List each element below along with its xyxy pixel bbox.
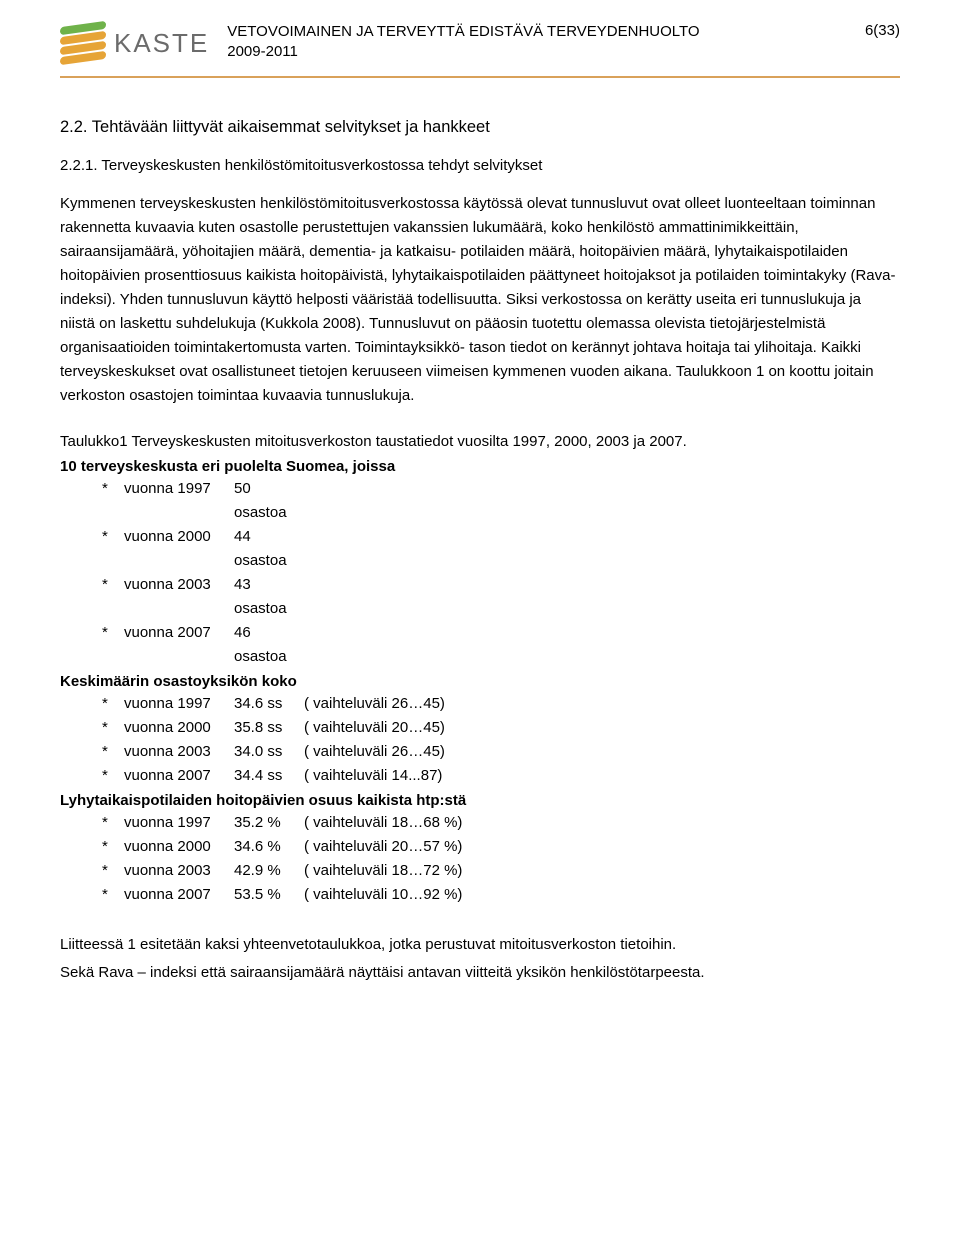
list-year: vuonna 2000 [124, 835, 234, 859]
list-year: vuonna 2000 [124, 716, 234, 740]
list-year: vuonna 1997 [124, 692, 234, 716]
list-value: 34.0 ss [234, 740, 304, 764]
list-year: vuonna 1997 [124, 477, 234, 525]
list-year: vuonna 2003 [124, 573, 234, 621]
list-extra: ( vaihteluväli 18…68 %) [304, 811, 900, 835]
list-value: 34.6 % [234, 835, 304, 859]
list-extra: ( vaihteluväli 20…45) [304, 716, 900, 740]
list-bullet: * [102, 692, 124, 716]
header-divider [60, 76, 900, 78]
list-year: vuonna 2007 [124, 883, 234, 907]
list-item: *vuonna 200734.4 ss( vaihteluväli 14...8… [102, 764, 900, 788]
list-bullet: * [102, 740, 124, 764]
logo-text: KASTE [114, 28, 209, 59]
list-value: 46 osastoa [234, 621, 304, 669]
list-value: 34.4 ss [234, 764, 304, 788]
list-year: vuonna 2007 [124, 764, 234, 788]
page-number: 6(33) [865, 20, 900, 39]
data-groups: 10 terveyskeskusta eri puolelta Suomea, … [60, 458, 900, 907]
list-bullet: * [102, 573, 124, 621]
list-item: *vuonna 199735.2 %( vaihteluväli 18…68 %… [102, 811, 900, 835]
list-value: 35.8 ss [234, 716, 304, 740]
footer-line-2: Sekä Rava – indeksi että sairaansijamäär… [60, 961, 900, 985]
list-extra: ( vaihteluväli 18…72 %) [304, 859, 900, 883]
group-heading: 10 terveyskeskusta eri puolelta Suomea, … [60, 458, 900, 475]
list-value: 42.9 % [234, 859, 304, 883]
header-title: VETOVOIMAINEN JA TERVEYTTÄ EDISTÄVÄ TERV… [227, 20, 865, 63]
list-item: *vuonna 199750 osastoa [102, 477, 900, 525]
list-value: 44 osastoa [234, 525, 304, 573]
header-title-line2: 2009-2011 [227, 42, 865, 62]
list-year: vuonna 2007 [124, 621, 234, 669]
list-bullet: * [102, 525, 124, 573]
body-paragraph-1: Kymmenen terveyskeskusten henkilöstömito… [60, 192, 900, 408]
list-item: *vuonna 200753.5 %( vaihteluväli 10…92 %… [102, 883, 900, 907]
list-extra: ( vaihteluväli 26…45) [304, 740, 900, 764]
list-extra: ( vaihteluväli 14...87) [304, 764, 900, 788]
list-bullet: * [102, 621, 124, 669]
list-value: 43 osastoa [234, 573, 304, 621]
subsection-heading: 2.2.1. Terveyskeskusten henkilöstömitoit… [60, 157, 900, 174]
list-bullet: * [102, 811, 124, 835]
list-year: vuonna 2003 [124, 859, 234, 883]
list-extra: ( vaihteluväli 10…92 %) [304, 883, 900, 907]
page-header: KASTE VETOVOIMAINEN JA TERVEYTTÄ EDISTÄV… [60, 20, 900, 66]
list-item: *vuonna 200342.9 %( vaihteluväli 18…72 %… [102, 859, 900, 883]
list-item: *vuonna 200746 osastoa [102, 621, 900, 669]
table-caption: Taulukko1 Terveyskeskusten mitoitusverko… [60, 430, 900, 454]
header-title-line1: VETOVOIMAINEN JA TERVEYTTÄ EDISTÄVÄ TERV… [227, 22, 865, 42]
list-value: 35.2 % [234, 811, 304, 835]
list-item: *vuonna 200343 osastoa [102, 573, 900, 621]
group-heading: Lyhytaikaispotilaiden hoitopäivien osuus… [60, 792, 900, 809]
group-heading: Keskimäärin osastoyksikön koko [60, 673, 900, 690]
list-value: 34.6 ss [234, 692, 304, 716]
list-value: 50 osastoa [234, 477, 304, 525]
section-heading: 2.2. Tehtävään liittyvät aikaisemmat sel… [60, 118, 900, 137]
list-item: *vuonna 200034.6 %( vaihteluväli 20…57 %… [102, 835, 900, 859]
list-year: vuonna 2003 [124, 740, 234, 764]
group-list: *vuonna 199735.2 %( vaihteluväli 18…68 %… [60, 811, 900, 907]
group-list: *vuonna 199750 osastoa*vuonna 200044 osa… [60, 477, 900, 669]
list-item: *vuonna 200035.8 ss( vaihteluväli 20…45) [102, 716, 900, 740]
list-item: *vuonna 199734.6 ss( vaihteluväli 26…45) [102, 692, 900, 716]
list-bullet: * [102, 716, 124, 740]
list-bullet: * [102, 835, 124, 859]
list-extra: ( vaihteluväli 26…45) [304, 692, 900, 716]
list-year: vuonna 2000 [124, 525, 234, 573]
list-item: *vuonna 200044 osastoa [102, 525, 900, 573]
list-bullet: * [102, 859, 124, 883]
list-year: vuonna 1997 [124, 811, 234, 835]
list-item: *vuonna 200334.0 ss( vaihteluväli 26…45) [102, 740, 900, 764]
list-bullet: * [102, 477, 124, 525]
list-value: 53.5 % [234, 883, 304, 907]
logo-block: KASTE [60, 20, 209, 66]
list-bullet: * [102, 883, 124, 907]
list-extra: ( vaihteluväli 20…57 %) [304, 835, 900, 859]
list-bullet: * [102, 764, 124, 788]
group-list: *vuonna 199734.6 ss( vaihteluväli 26…45)… [60, 692, 900, 788]
logo-wave-icon [60, 20, 106, 66]
footer-line-1: Liitteessä 1 esitetään kaksi yhteenvetot… [60, 933, 900, 957]
